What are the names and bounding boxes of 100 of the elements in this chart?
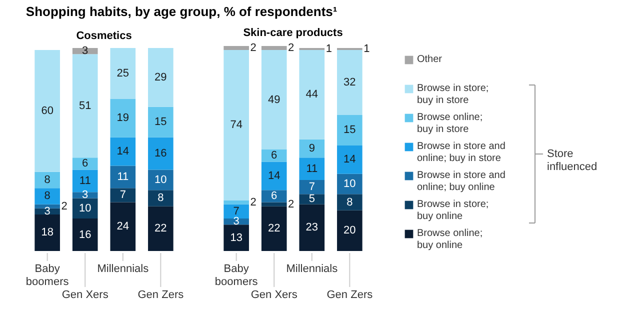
legend-label: Other bbox=[417, 54, 443, 65]
x-tick-label: Baby boomers bbox=[214, 263, 258, 288]
data-label: 2 bbox=[61, 200, 68, 212]
bar bbox=[34, 204, 60, 208]
data-label: 16 bbox=[154, 148, 167, 160]
x-tick-label: Baby boomers bbox=[26, 263, 70, 288]
bar bbox=[337, 174, 362, 194]
chart-subtitle: Cosmetics bbox=[76, 30, 132, 42]
data-label: 7 bbox=[120, 189, 126, 202]
x-tick-label: Gen Zers bbox=[138, 289, 184, 301]
data-label: 9 bbox=[308, 142, 315, 154]
bar bbox=[148, 206, 174, 251]
data-label: 18 bbox=[41, 226, 54, 239]
data-label: 8 bbox=[346, 196, 353, 208]
bar bbox=[148, 48, 174, 107]
bar bbox=[34, 214, 60, 251]
x-tick-label: Gen Xers bbox=[250, 289, 298, 301]
bar bbox=[110, 137, 136, 166]
bar bbox=[34, 188, 60, 204]
bar bbox=[261, 46, 287, 50]
data-label: 2 bbox=[250, 196, 256, 208]
data-label: 7 bbox=[308, 181, 315, 194]
data-label: 24 bbox=[116, 220, 130, 233]
x-tick-label: Millennials bbox=[286, 263, 338, 275]
chart-subtitle: Skin-care products bbox=[243, 27, 343, 40]
bar bbox=[261, 50, 287, 150]
data-label: 44 bbox=[306, 88, 318, 101]
data-label: 14 bbox=[268, 170, 280, 182]
x-tick-label: Gen Zers bbox=[326, 289, 374, 301]
bar bbox=[261, 162, 287, 190]
data-label: 8 bbox=[44, 190, 50, 202]
data-label: 7 bbox=[233, 205, 240, 218]
bar bbox=[148, 170, 174, 190]
data-label: 32 bbox=[344, 76, 356, 89]
data-label: 6 bbox=[271, 150, 278, 162]
bar bbox=[299, 194, 325, 204]
data-label: 25 bbox=[116, 67, 130, 80]
data-label: 22 bbox=[154, 222, 167, 235]
data-label: 3 bbox=[233, 216, 240, 228]
bar bbox=[299, 180, 325, 194]
data-label: 11 bbox=[117, 170, 129, 183]
data-label: 2 bbox=[288, 42, 294, 54]
bar bbox=[224, 46, 249, 50]
bar bbox=[224, 224, 249, 251]
data-label: 1 bbox=[326, 43, 332, 56]
data-label: 15 bbox=[344, 124, 356, 136]
bar bbox=[110, 188, 136, 202]
bar bbox=[261, 206, 287, 251]
bar bbox=[261, 202, 287, 206]
bar bbox=[337, 115, 362, 146]
data-label: 14 bbox=[344, 154, 356, 166]
bar bbox=[299, 139, 325, 158]
data-label: 11 bbox=[306, 162, 318, 175]
bar bbox=[337, 50, 362, 116]
data-label: 6 bbox=[82, 158, 88, 170]
data-label: 20 bbox=[344, 224, 356, 237]
x-tick-label: Millennials bbox=[97, 263, 150, 275]
data-label: 14 bbox=[116, 146, 130, 158]
data-label: 13 bbox=[230, 232, 242, 244]
data-label: 19 bbox=[116, 112, 130, 124]
legend-label: Browse in store; buy in store bbox=[417, 83, 489, 106]
bar bbox=[72, 198, 98, 219]
data-label: 2 bbox=[250, 42, 256, 54]
legend-label: Browse online; buy online bbox=[417, 228, 483, 251]
data-label: 2 bbox=[288, 198, 294, 210]
data-label: 1 bbox=[364, 43, 370, 56]
text: Store influenced bbox=[547, 148, 598, 173]
x-tick-label: Gen Xers bbox=[62, 289, 109, 301]
bar bbox=[337, 145, 362, 174]
bar bbox=[148, 137, 174, 170]
data-label: 15 bbox=[154, 116, 167, 128]
bar bbox=[224, 200, 249, 204]
bar bbox=[72, 54, 98, 158]
bar bbox=[224, 50, 249, 200]
bar bbox=[299, 204, 325, 251]
bar bbox=[261, 190, 287, 202]
bar bbox=[34, 172, 60, 188]
bar bbox=[299, 158, 325, 180]
bar bbox=[72, 158, 98, 170]
data-label: 3 bbox=[44, 205, 50, 218]
data-label: 60 bbox=[41, 104, 54, 117]
legend-label: Browse in store and online; buy online bbox=[417, 170, 506, 193]
data-label: 10 bbox=[344, 178, 356, 190]
data-label: 11 bbox=[79, 174, 91, 187]
data-label: 51 bbox=[78, 100, 92, 112]
legend-label: Browse in store and online; buy in store bbox=[417, 141, 506, 164]
bar bbox=[110, 202, 136, 251]
bar bbox=[148, 106, 174, 138]
data-label: 16 bbox=[78, 228, 92, 241]
bar bbox=[72, 218, 98, 251]
legend-label: Browse online; buy in store bbox=[417, 112, 483, 135]
data-label: 10 bbox=[78, 202, 92, 214]
chart-title: Shopping habits, by age group, % of respondents¹ bbox=[26, 4, 338, 20]
data-label: 3 bbox=[82, 189, 88, 202]
data-label: 6 bbox=[271, 190, 278, 202]
bar bbox=[299, 50, 325, 140]
data-label: 5 bbox=[308, 193, 315, 206]
data-label: 8 bbox=[158, 192, 164, 204]
bar bbox=[337, 210, 362, 251]
data-label: 74 bbox=[230, 119, 242, 132]
